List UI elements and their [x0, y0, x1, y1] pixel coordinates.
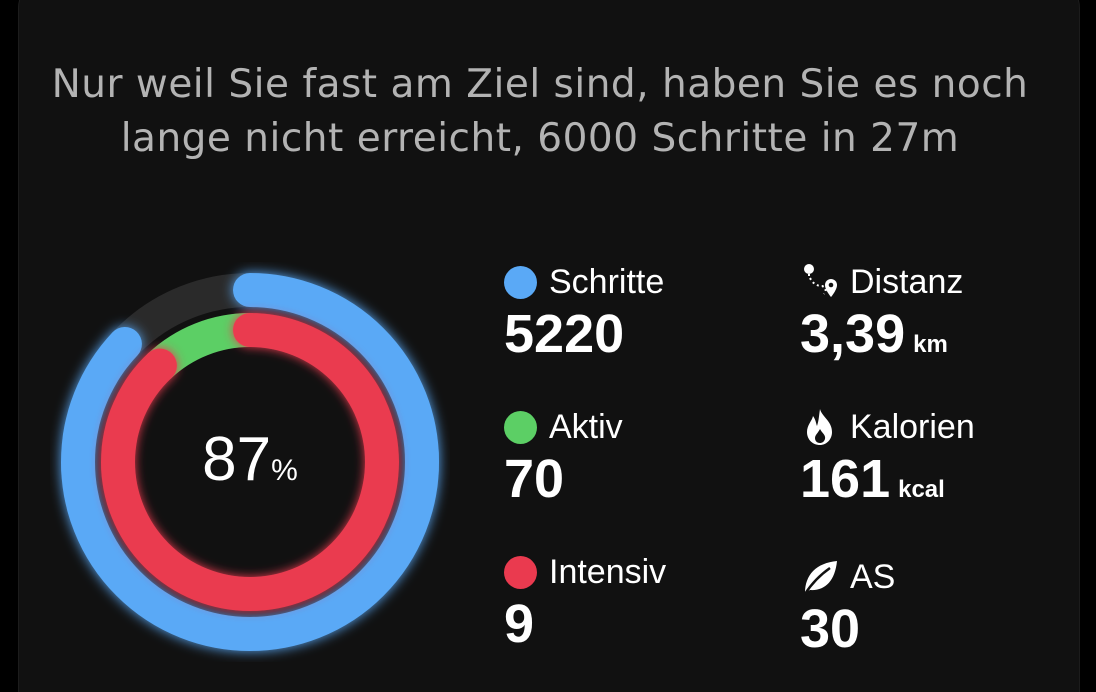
- percentage-value: 87: [202, 425, 272, 494]
- stat-distance[interactable]: Distanz 3,39 km: [800, 262, 1060, 375]
- steps-ring-arc: [61, 273, 439, 651]
- flame-icon: [800, 407, 840, 447]
- distance-value-row: 3,39 km: [800, 304, 1060, 375]
- stat-calories[interactable]: Kalorien 161 kcal: [800, 407, 1060, 520]
- active-label: Aktiv: [549, 407, 623, 446]
- stat-intensive[interactable]: Intensiv 9: [504, 552, 764, 654]
- active-color-dot: [504, 410, 537, 444]
- steps-label: Schritte: [549, 262, 665, 301]
- calories-value-row: 161 kcal: [800, 449, 1060, 520]
- stat-steps[interactable]: Schritte 5220: [504, 262, 764, 364]
- percentage-unit: %: [271, 454, 298, 487]
- distance-unit: km: [913, 331, 948, 358]
- as-value: 30: [800, 599, 861, 659]
- calories-value: 161: [800, 449, 891, 509]
- as-label: AS: [850, 557, 896, 596]
- leaf-icon: [800, 557, 840, 597]
- motivation-headline: Nur weil Sie fast am Ziel sind, haben Si…: [51, 62, 1029, 161]
- steps-value: 5220: [504, 304, 625, 364]
- rings-graphic: [61, 273, 439, 651]
- steps-color-dot: [504, 265, 537, 299]
- active-value: 70: [504, 449, 565, 509]
- activity-rings[interactable]: 87%: [50, 262, 450, 662]
- intensive-ring-arc: [101, 313, 399, 611]
- intensive-value: 9: [504, 594, 535, 654]
- stat-as[interactable]: AS 30: [800, 557, 1060, 660]
- intensive-label: Intensiv: [549, 552, 667, 591]
- intensive-color-dot: [504, 555, 537, 589]
- stat-active[interactable]: Aktiv 70: [504, 407, 764, 509]
- goal-percentage: 87%: [50, 424, 450, 495]
- calories-label: Kalorien: [850, 407, 975, 446]
- calories-unit: kcal: [898, 476, 945, 503]
- route-pin-icon: [800, 262, 840, 302]
- distance-value: 3,39: [800, 304, 906, 364]
- distance-label: Distanz: [850, 262, 964, 301]
